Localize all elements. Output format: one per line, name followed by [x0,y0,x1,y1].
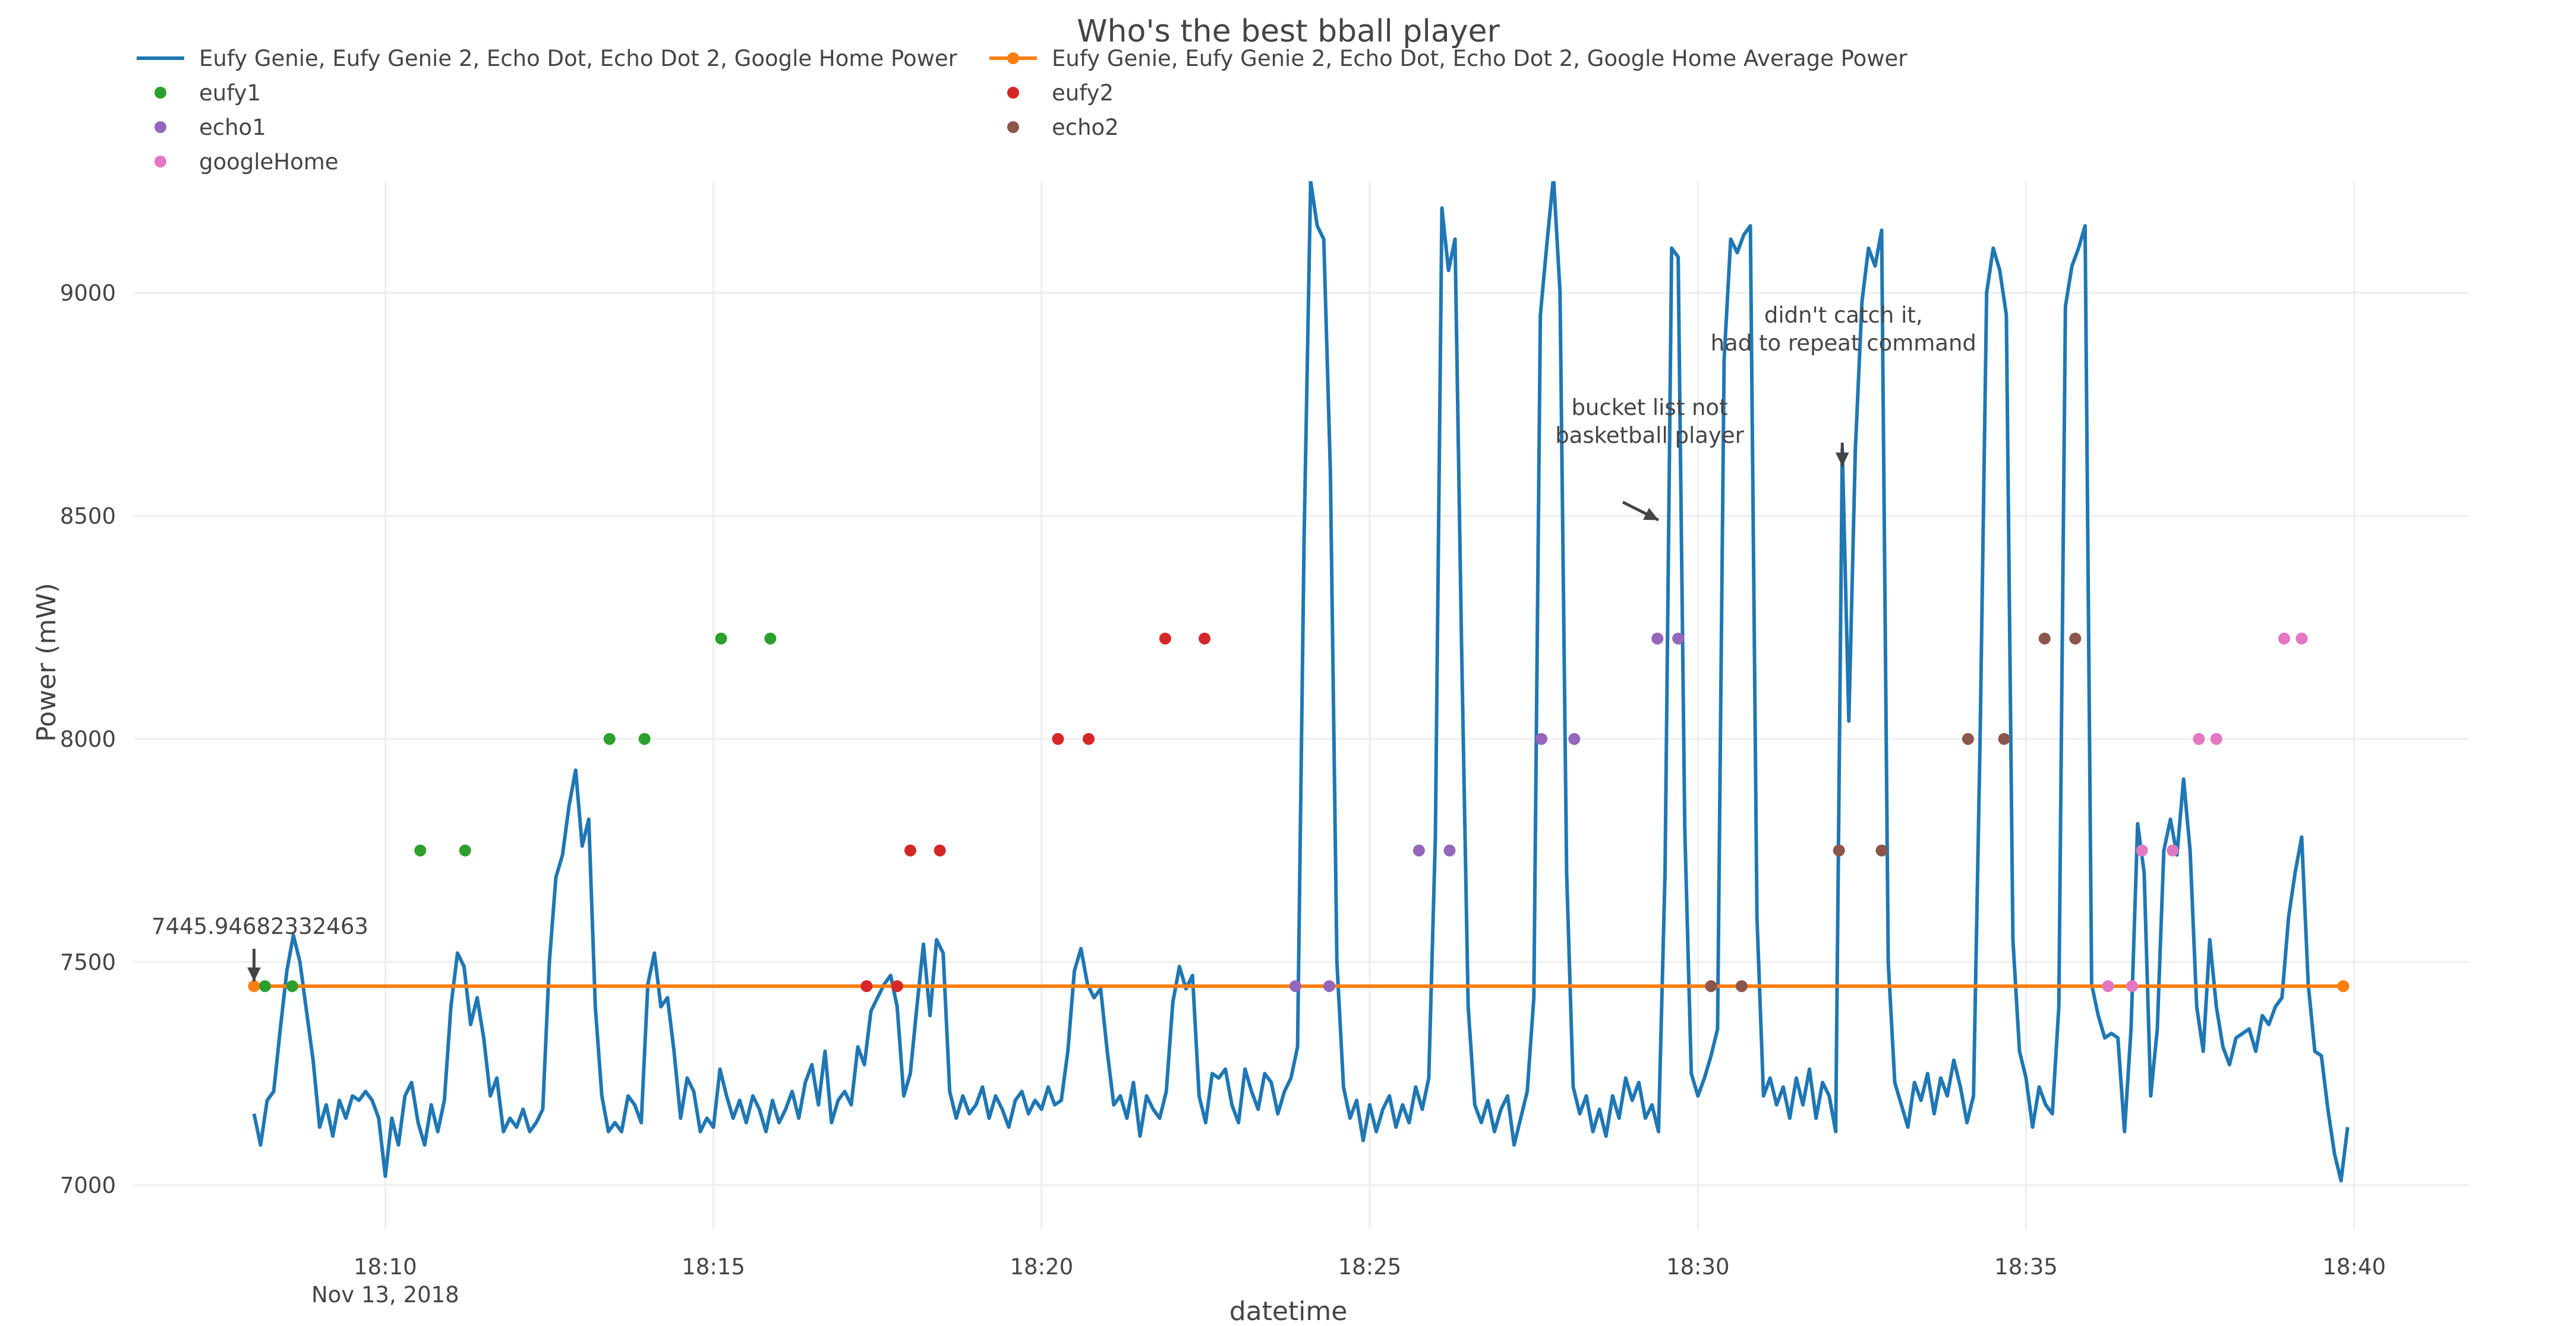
series-layer [248,181,2350,1183]
legend-label: googleHome [199,149,339,175]
legend-item[interactable]: googleHome [155,149,339,175]
grid-lines [134,181,2469,1230]
y-tick-label: 7500 [60,949,116,975]
x-tick-label: 18:20 [1010,1254,1074,1280]
point-eufy2 [1159,632,1171,645]
x-tick-date-label: Nov 13, 2018 [311,1282,459,1308]
point-echo2 [1998,733,2010,745]
point-echo2 [1962,733,1974,745]
point-googlehome [2278,632,2290,645]
y-axis-title: Power (mW) [31,583,62,742]
series-line-eufy-genie-eufy-genie-2-echo-dot-echo-dot-2-google-home-power [252,181,2350,1183]
legend-item[interactable]: Eufy Genie, Eufy Genie 2, Echo Dot, Echo… [137,46,958,71]
point-eufy-genie-eufy-genie-2-echo-dot-echo-dot-2-google-home-average-power [2337,980,2350,992]
legend[interactable]: Eufy Genie, Eufy Genie 2, Echo Dot, Echo… [137,46,1907,175]
point-eufy1 [715,632,727,645]
x-axis-title: datetime [1229,1296,1348,1326]
annotation-label: 7445.94682332463 [152,914,368,939]
annotation-arrow [1835,443,1849,467]
point-eufy1 [286,980,298,992]
x-tick-label: 18:25 [1338,1254,1402,1280]
point-eufy2 [891,980,903,992]
point-echo1 [1651,632,1664,645]
x-tick-label: 18:40 [2322,1254,2386,1280]
legend-item[interactable]: eufy2 [1007,80,1114,106]
annotation-label: didn't catch it, had to repeat command [1711,302,1976,356]
point-echo1 [1443,844,1456,857]
point-googlehome [2296,632,2308,645]
point-eufy1 [258,980,271,992]
point-echo1 [1289,980,1301,992]
legend-label: Eufy Genie, Eufy Genie 2, Echo Dot, Echo… [199,46,958,71]
x-tick-label: 18:30 [1666,1254,1730,1280]
annotation-arrow [1622,501,1660,522]
point-eufy2 [1052,733,1064,745]
point-googlehome [2167,844,2179,857]
point-echo2 [1833,844,1845,857]
point-eufy2 [934,844,946,857]
point-echo1 [1535,733,1548,745]
legend-item[interactable]: echo2 [1007,115,1119,140]
point-eufy2 [1082,733,1095,745]
point-eufy1 [603,733,616,745]
point-eufy2 [904,844,916,857]
annotation-label: bucket list not basketball player [1555,394,1744,448]
x-tick-label: 18:10 [354,1254,417,1280]
x-tick-label: 18:15 [682,1254,745,1280]
point-echo2 [2038,632,2051,645]
point-googlehome [2193,733,2205,745]
point-echo1 [1568,733,1581,745]
y-tick-label: 7000 [60,1173,116,1198]
point-eufy1 [459,844,471,857]
legend-label: eufy2 [1052,80,1114,106]
point-eufy1 [638,733,651,745]
point-googlehome [2210,733,2222,745]
chart-title: Who's the best bball player [1077,14,1500,49]
point-echo2 [1735,980,1748,992]
y-tick-label: 8500 [60,503,116,529]
legend-label: echo1 [199,115,266,140]
y-axis-ticks: 7000 7500 8000 8500 9000 [60,280,116,1198]
point-echo2 [1875,844,1888,857]
point-eufy1 [414,844,427,857]
point-eufy-genie-eufy-genie-2-echo-dot-echo-dot-2-google-home-average-power [248,980,260,992]
legend-item[interactable]: eufy1 [155,80,261,106]
point-echo1 [1412,844,1425,857]
annotation-arrow [247,948,261,981]
legend-item[interactable]: echo1 [155,115,266,140]
legend-label: echo2 [1052,115,1119,140]
legend-label: eufy1 [199,80,261,106]
point-echo1 [1323,980,1335,992]
point-googlehome [2136,844,2148,857]
legend-item[interactable]: Eufy Genie, Eufy Genie 2, Echo Dot, Echo… [989,46,1907,71]
point-googlehome [2102,980,2114,992]
point-eufy2 [1199,632,1211,645]
point-eufy1 [764,632,777,645]
point-googlehome [2126,980,2139,992]
x-tick-label: 18:35 [1994,1254,2058,1280]
point-eufy2 [860,980,873,992]
annotations-layer: 7445.94682332463 bucket list not basketbal… [152,302,1976,981]
legend-label: Eufy Genie, Eufy Genie 2, Echo Dot, Echo… [1052,46,1907,71]
point-echo1 [1672,632,1685,645]
y-tick-label: 8000 [60,727,116,752]
point-echo2 [2069,632,2082,645]
y-tick-label: 9000 [60,280,116,306]
point-echo2 [1705,980,1717,992]
